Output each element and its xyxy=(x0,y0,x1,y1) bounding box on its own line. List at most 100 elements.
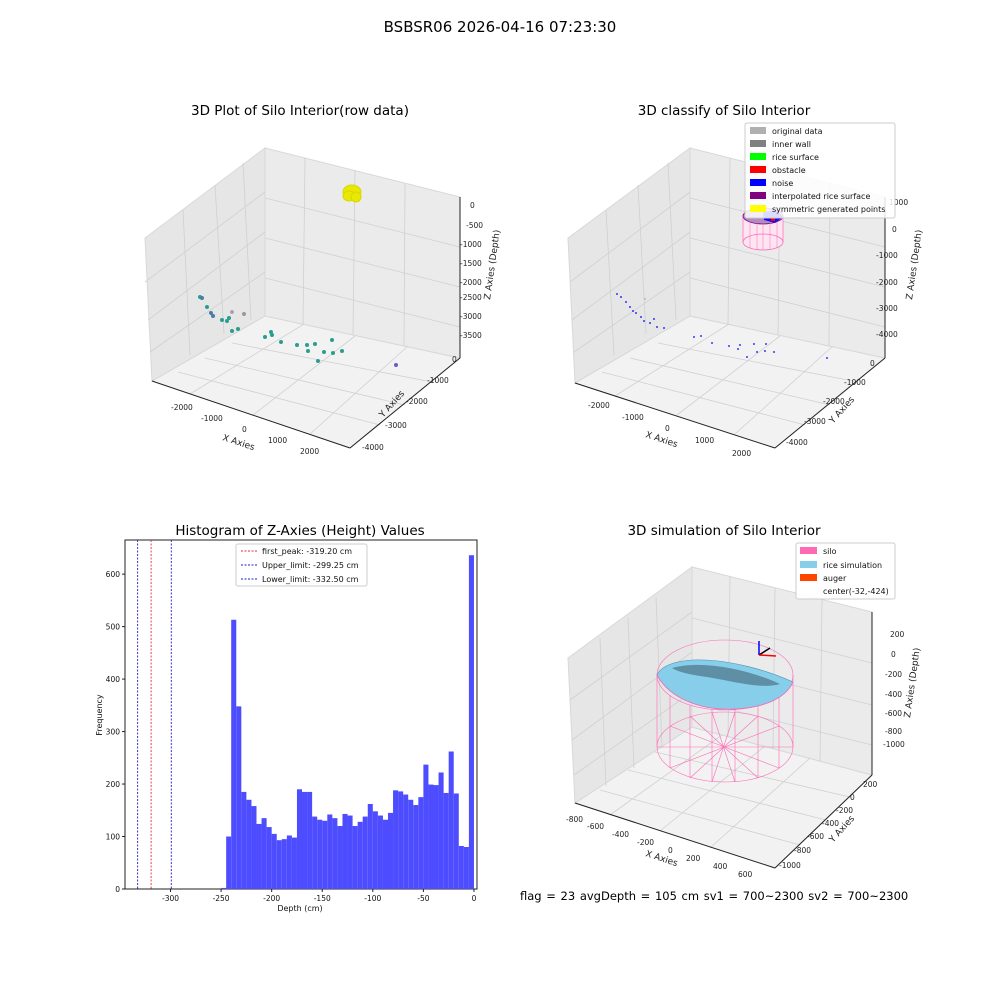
sim-z-tick: -400 xyxy=(885,690,902,699)
rice-simulation-surface xyxy=(656,659,794,710)
histogram-bar xyxy=(256,823,262,889)
panel-title-histogram: Histogram of Z-Axies (Height) Values xyxy=(175,523,425,539)
sim-y-tick: -800 xyxy=(794,846,811,855)
raw-point xyxy=(200,296,204,300)
histogram-bar xyxy=(403,794,409,889)
histogram-bar xyxy=(458,845,464,889)
sim-y-tick: -200 xyxy=(836,806,853,815)
classify-x-tick: 0 xyxy=(665,424,670,433)
sim-x-tick: 0 xyxy=(668,846,673,855)
histogram-x-label: Depth (cm) xyxy=(277,904,322,913)
raw-pane-left xyxy=(144,147,266,382)
noise-point xyxy=(616,293,618,295)
legend-label-lower: Lower_limit: -332.50 cm xyxy=(262,575,359,584)
histogram-x-tick-label: -200 xyxy=(263,894,280,903)
noise-point xyxy=(640,316,642,318)
sim-tick-labels: -800 -600 -400 -200 0 200 400 600 200 0 … xyxy=(566,630,905,879)
classify-x-tick: 2000 xyxy=(732,449,751,458)
silo-cylinder xyxy=(656,639,794,783)
classify-z-tick: -3000 xyxy=(876,304,898,313)
obstacle-mark xyxy=(771,218,775,221)
simulation-legend-frame xyxy=(795,542,896,600)
histogram-x-ticks: -300 -250 -200 -150 -100 -50 0 xyxy=(162,889,477,903)
classify-y-tick: -1000 xyxy=(844,378,866,387)
histogram-threshold-lines xyxy=(137,540,172,889)
classify-z-tick: 1000 xyxy=(889,198,908,207)
legend-swatch-auger xyxy=(800,574,817,581)
raw-x-tick: -1000 xyxy=(201,414,223,423)
noise-point xyxy=(753,343,755,345)
histogram-bar xyxy=(448,751,454,889)
sim-y-tick: 0 xyxy=(850,793,855,802)
histogram-bar xyxy=(322,820,328,889)
raw-point xyxy=(316,359,320,363)
histogram-bar xyxy=(307,791,313,889)
sim-x-label: X Axies xyxy=(644,849,679,869)
raw-y-tick: 0 xyxy=(452,355,457,364)
histogram-bar xyxy=(342,813,348,889)
histogram-y-tick-label: 400 xyxy=(106,675,121,684)
noise-point xyxy=(711,342,713,344)
noise-point xyxy=(764,350,766,352)
rice-surface-dip xyxy=(672,664,780,686)
noise-point xyxy=(700,335,702,337)
histogram-bar xyxy=(296,789,303,889)
sim-x-tick: -200 xyxy=(637,838,654,847)
raw-3d-axes-box xyxy=(144,147,462,449)
histogram-x-tick-label: -150 xyxy=(314,894,331,903)
histogram-bar xyxy=(241,791,247,889)
classify-tick-labels: -2000 -1000 0 1000 2000 0 -1000 -2000 -3… xyxy=(588,198,908,458)
histogram-bar xyxy=(271,833,277,889)
histogram-y-tick-label: 200 xyxy=(106,780,121,789)
raw-z-tick: -1000 xyxy=(460,240,482,249)
legend-swatch-symmetric xyxy=(750,205,766,212)
raw-point xyxy=(279,340,283,344)
original-point xyxy=(644,298,646,300)
raw-tick-labels: -2000 -1000 0 1000 2000 0 -1000 -2000 -3… xyxy=(171,201,483,456)
raw-point xyxy=(205,305,209,309)
histogram-bar xyxy=(367,803,373,889)
raw-z-tick: -2000 xyxy=(460,278,482,287)
raw-point xyxy=(263,335,267,339)
raw-points xyxy=(198,295,398,367)
noise-point xyxy=(826,357,828,359)
noise-point xyxy=(620,296,622,298)
classify-grid xyxy=(569,157,886,435)
sim-x-tick: -400 xyxy=(612,830,629,839)
raw-x-tick: -2000 xyxy=(171,403,193,412)
raw-y-tick: -1000 xyxy=(427,376,449,385)
simulation-axes-box xyxy=(567,566,873,869)
histogram-bar xyxy=(236,706,242,889)
noise-point xyxy=(693,336,695,338)
legend-label: auger xyxy=(823,574,847,583)
histogram-y-label: Frequency xyxy=(95,694,104,736)
sim-grid xyxy=(569,576,873,849)
histogram-legend: first_peak: -319.20 cm Upper_limit: -299… xyxy=(235,543,368,587)
panel-title-raw: 3D Plot of Silo Interior(row data) xyxy=(191,103,409,119)
histogram-y-tick-label: 500 xyxy=(106,623,121,632)
classify-y-tick: -3000 xyxy=(804,417,826,426)
histogram-bar xyxy=(317,819,323,889)
histogram-bar xyxy=(347,815,353,889)
raw-z-tick: -3000 xyxy=(460,312,482,321)
status-footer: flag = 23 avgDepth = 105 cm sv1 = 700~23… xyxy=(520,889,909,903)
histogram-x-tick-label: 0 xyxy=(472,894,477,903)
raw-point xyxy=(340,349,344,353)
raw-x-tick: 1000 xyxy=(268,436,287,445)
noise-point xyxy=(649,322,651,324)
raw-point xyxy=(209,311,213,315)
histogram-bar xyxy=(377,815,383,889)
raw-point xyxy=(313,342,317,346)
raw-point xyxy=(306,349,310,353)
sim-z-label: Z Axies (Depth) xyxy=(903,647,923,718)
noise-point xyxy=(632,310,634,312)
noise-point xyxy=(765,343,767,345)
classify-z-tick: -4000 xyxy=(876,330,898,339)
raw-y-tick: -4000 xyxy=(362,443,384,452)
legend-swatch-silo xyxy=(800,547,817,554)
classify-z-tick: -2000 xyxy=(876,278,898,287)
sim-z-tick: -1000 xyxy=(883,740,905,749)
noise-point xyxy=(746,356,748,358)
